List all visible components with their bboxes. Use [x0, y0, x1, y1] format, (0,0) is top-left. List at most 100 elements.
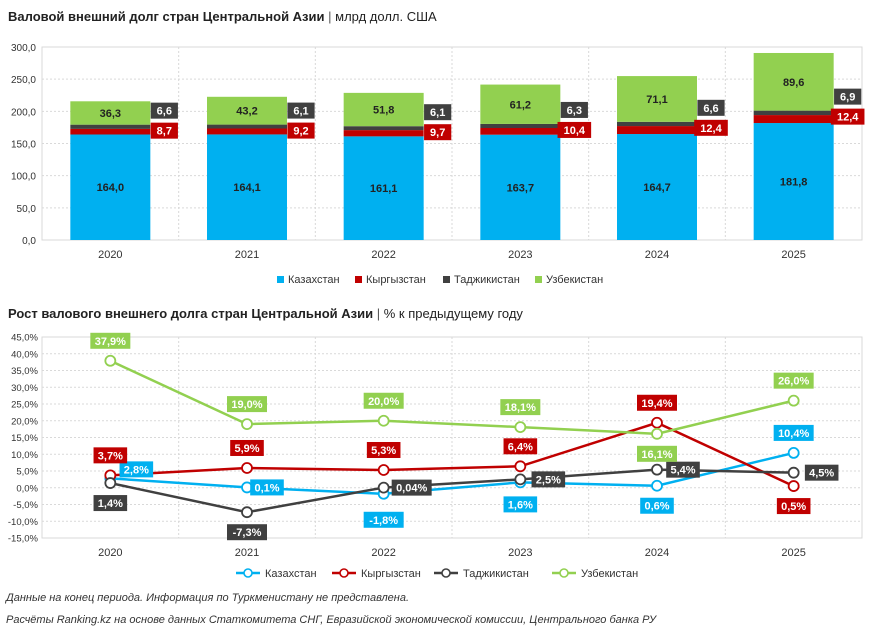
data-label-uzbekistan: 36,3 — [100, 108, 121, 120]
bar-uzbekistan — [207, 96, 287, 125]
data-label-uzbekistan: 37,9% — [95, 336, 126, 348]
y-tick-label: -10,0% — [8, 517, 39, 528]
bar-tajikistan — [343, 126, 424, 131]
data-label-tajikistan: 1,4% — [98, 498, 123, 510]
data-label-tajikistan-box — [287, 102, 315, 119]
y-tick-label: 250,0 — [11, 75, 36, 86]
data-label-kyrgyzstan: 12,4 — [700, 123, 722, 135]
data-label-kyrgyzstan-box — [503, 438, 538, 455]
data-point-tajikistan — [787, 466, 800, 479]
legend-swatch-tajikistan — [443, 276, 450, 283]
x-tick-label: 2024 — [645, 249, 669, 261]
data-label-tajikistan: 2,5% — [536, 474, 561, 486]
x-tick-label: 2023 — [508, 547, 532, 559]
bar-kyrgyzstan — [753, 115, 834, 124]
data-label-uzbekistan-box — [227, 396, 267, 413]
data-label-kyrgyzstan: 6,4% — [508, 441, 533, 453]
y-tick-label: 40,0% — [11, 349, 38, 360]
data-label-kazakhstan: 1,6% — [508, 499, 533, 511]
data-point-tajikistan — [241, 506, 253, 519]
data-point-tajikistan — [651, 463, 663, 476]
data-label-kazakhstan: 0,1% — [254, 482, 279, 494]
data-label-uzbekistan: 19,0% — [231, 399, 262, 411]
data-point-tajikistan — [104, 477, 117, 489]
data-label-kyrgyzstan: 5,9% — [234, 443, 259, 455]
data-label-kazakhstan-box — [363, 511, 404, 528]
data-label-uzbekistan: 20,0% — [368, 396, 399, 408]
data-label-tajikistan-box — [834, 88, 862, 105]
data-label-uzbekistan: 43,2 — [236, 106, 257, 118]
data-label-kyrgyzstan: 19,4% — [641, 398, 672, 410]
data-label-kazakhstan-box — [773, 424, 814, 441]
data-label-uzbekistan-box — [363, 392, 404, 409]
data-point-uzbekistan — [241, 418, 253, 430]
legend-marker-kazakhstan — [243, 568, 253, 578]
data-label-kyrgyzstan-box — [93, 447, 128, 464]
note-text: Данные на конец периода. Информация по Т… — [6, 592, 410, 604]
data-label-tajikistan-box — [697, 99, 725, 116]
data-label-uzbekistan: 89,6 — [783, 77, 804, 89]
legend-swatch-uzbekistan — [535, 276, 542, 283]
chart2-title-unit: % к предыдущему году — [383, 306, 523, 321]
y-tick-label: -15,0% — [8, 534, 39, 545]
data-label-kazakhstan-box — [503, 496, 538, 513]
data-label-kyrgyzstan: 10,4 — [564, 125, 586, 137]
bar-tajikistan — [753, 110, 834, 116]
data-label-kyrgyzstan: 8,7 — [157, 126, 172, 138]
chart2-title: Рост валового внешнего долга стран Центр… — [8, 306, 523, 321]
y-tick-label: 15,0% — [11, 433, 38, 444]
y-tick-label: 10,0% — [11, 450, 38, 461]
legend-marker-uzbekistan — [559, 568, 569, 578]
bar-kyrgyzstan — [480, 127, 561, 135]
chart2-title-separator: | — [376, 306, 381, 321]
x-tick-label: 2025 — [781, 249, 805, 261]
data-point-kyrgyzstan — [514, 460, 527, 473]
data-label-kyrgyzstan-box — [637, 394, 677, 411]
legend-marker-tajikistan — [441, 568, 451, 578]
y-tick-label: 45,0% — [11, 333, 38, 344]
data-label-kazakhstan: 2,8% — [124, 464, 149, 476]
data-point-uzbekistan — [104, 354, 117, 367]
bar-kazakhstan — [753, 123, 834, 240]
x-tick-label: 2023 — [508, 249, 532, 261]
data-label-kyrgyzstan-box — [366, 441, 401, 458]
y-tick-label: 0,0 — [22, 236, 36, 247]
x-tick-label: 2024 — [645, 547, 669, 559]
data-label-kazakhstan: 164,7 — [643, 182, 671, 194]
x-tick-label: 2020 — [98, 547, 122, 559]
data-label-kazakhstan: 164,1 — [233, 182, 261, 194]
data-label-kyrgyzstan-box — [424, 124, 452, 141]
data-label-tajikistan: 6,6 — [703, 103, 718, 115]
legend-label-tajikistan: Таджикистан — [463, 568, 529, 580]
data-label-kyrgyzstan: 9,2 — [293, 126, 308, 138]
stacked-bar-chart: 0,0 50,0 100,0 150,0 200,0 250,0 300,0 164,0 36,… — [11, 43, 865, 286]
legend-label-kyrgyzstan: Кыргызстан — [361, 568, 421, 580]
bar-kyrgyzstan — [617, 126, 697, 135]
data-label-kyrgyzstan: 9,7 — [430, 127, 445, 139]
data-point-kazakhstan — [787, 447, 800, 459]
data-label-tajikistan-box — [666, 461, 700, 478]
data-label-uzbekistan: 61,2 — [510, 99, 531, 111]
data-label-uzbekistan: 26,0% — [778, 376, 809, 388]
data-label-kyrgyzstan-box — [830, 108, 865, 125]
data-point-uzbekistan — [651, 427, 663, 440]
data-label-uzbekistan: 16,1% — [641, 449, 672, 461]
data-label-tajikistan-box — [804, 464, 839, 481]
data-point-uzbekistan — [514, 421, 527, 434]
data-label-uzbekistan-box — [500, 399, 541, 416]
y-tick-label: 5,0% — [16, 467, 38, 478]
bar-uzbekistan — [70, 101, 151, 125]
data-point-kyrgyzstan — [787, 480, 800, 492]
chart1-title: Валовой внешний долг стран Центральной А… — [8, 9, 437, 24]
y-tick-label: 0,0% — [16, 483, 38, 494]
bar-kazakhstan — [480, 134, 561, 240]
y-tick-label: 150,0 — [11, 140, 36, 151]
data-point-uzbekistan — [377, 414, 390, 427]
bar-tajikistan — [617, 121, 697, 127]
data-label-kyrgyzstan-box — [150, 122, 178, 139]
bar-kazakhstan — [70, 134, 151, 240]
data-label-kyrgyzstan: 0,5% — [781, 501, 806, 513]
data-label-kyrgyzstan-box — [776, 498, 811, 515]
data-label-tajikistan: -7,3% — [233, 527, 262, 539]
y-tick-label: 300,0 — [11, 43, 36, 54]
